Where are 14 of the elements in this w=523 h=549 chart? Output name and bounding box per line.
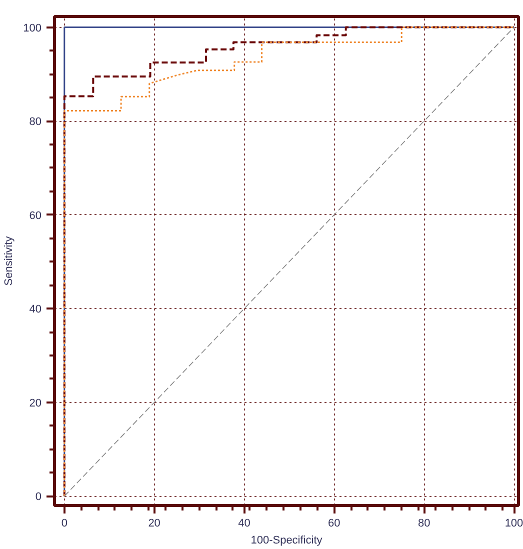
y-axis-title: Sensitivity — [3, 236, 16, 286]
y-tick-label: 100 — [23, 22, 42, 34]
x-axis-title: 100-Specificity — [250, 534, 323, 546]
y-tick-label: 20 — [29, 397, 42, 410]
x-tick-label: 60 — [328, 518, 340, 530]
x-tick-label: 80 — [418, 518, 430, 530]
x-tick-label: 20 — [148, 518, 160, 530]
y-tick-label: 40 — [29, 304, 42, 316]
x-tick-label: 100 — [504, 518, 523, 530]
y-tick-label: 60 — [29, 210, 42, 222]
y-tick-label: 0 — [35, 491, 42, 504]
x-tick-label: 40 — [238, 518, 250, 530]
y-tick-label: 80 — [29, 116, 42, 128]
x-tick-label: 0 — [61, 518, 68, 530]
